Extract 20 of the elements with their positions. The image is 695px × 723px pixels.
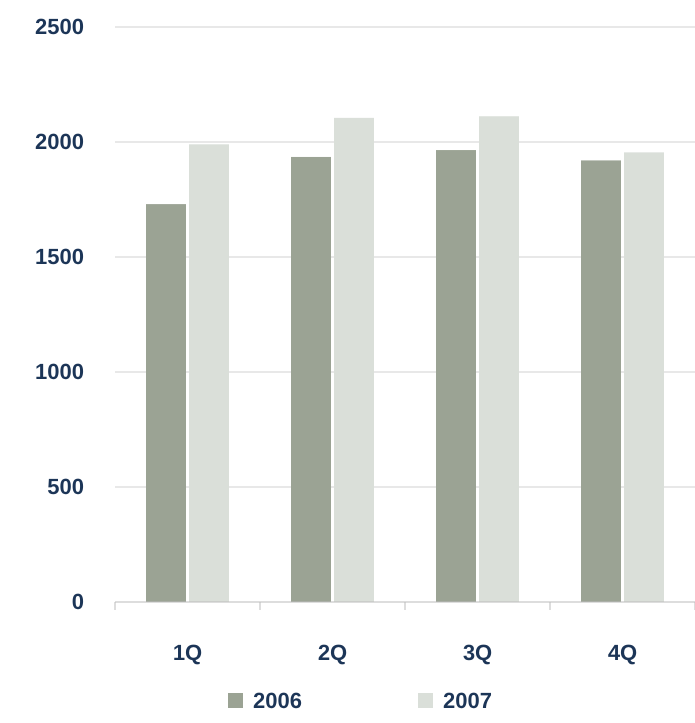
legend-label: 2007 — [443, 688, 492, 713]
bar — [291, 156, 331, 602]
bar — [189, 144, 229, 602]
y-tick-label: 1000 — [35, 359, 84, 384]
y-tick-label: 1500 — [35, 244, 84, 270]
y-tick-label: 2000 — [35, 129, 84, 154]
bar — [146, 204, 186, 602]
bar — [334, 118, 374, 602]
y-tick-label: 0 — [72, 589, 84, 614]
bar — [624, 152, 664, 602]
bar — [479, 116, 519, 602]
y-tick-label: 500 — [47, 474, 84, 500]
y-tick-label: 2500 — [35, 14, 84, 40]
legend-label: 2006 — [253, 688, 302, 713]
x-tick-label: 3Q — [462, 640, 492, 665]
x-tick-label: 1Q — [172, 640, 202, 665]
x-tick-label: 4Q — [608, 640, 638, 665]
bar — [581, 160, 621, 602]
x-tick-label: 2Q — [318, 640, 348, 665]
bar — [436, 150, 476, 602]
